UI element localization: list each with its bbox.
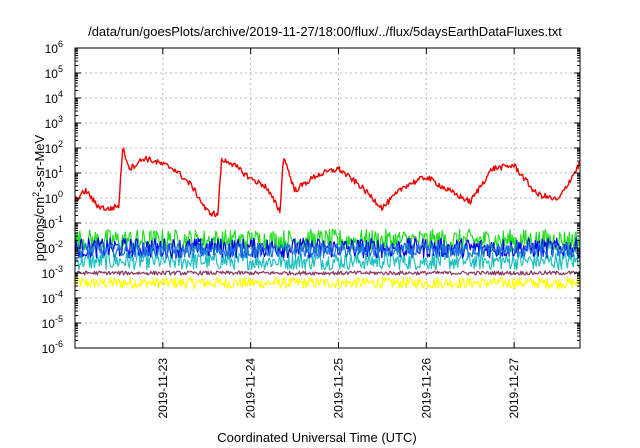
plot-area bbox=[75, 147, 580, 289]
y-tick-label: 101 bbox=[45, 164, 63, 181]
plot-frame bbox=[74, 47, 581, 349]
y-axis-label-base: protons/cm bbox=[32, 197, 47, 261]
axes: 10-6 10-5 10-4 10-3 10-2 10-1 100 101 102 103 104 1… bbox=[42, 39, 581, 419]
y-tick-label: 10-6 bbox=[42, 339, 63, 356]
y-tick-label: 10-1 bbox=[42, 214, 63, 231]
series-line-5 bbox=[75, 270, 580, 276]
series-line-4 bbox=[75, 242, 580, 259]
y-tick-label: 103 bbox=[45, 114, 63, 131]
series-line-2 bbox=[75, 228, 580, 253]
x-tick-label: 2019-11-23 bbox=[156, 358, 170, 419]
y-tick-label: 100 bbox=[45, 189, 63, 206]
x-tick-label: 2019-11-26 bbox=[419, 358, 433, 419]
y-tick-label: 10-3 bbox=[42, 264, 63, 281]
y-tick-label: 104 bbox=[45, 89, 63, 106]
x-tick-label: 2019-11-25 bbox=[331, 358, 345, 419]
y-tick-label: 105 bbox=[45, 64, 63, 81]
y-tick-label: 102 bbox=[45, 139, 63, 156]
y-tick-label: 10-2 bbox=[42, 239, 63, 256]
y-tick-label: 10-4 bbox=[42, 289, 63, 306]
y-tick-label: 106 bbox=[45, 39, 63, 56]
grid-lines bbox=[75, 48, 580, 348]
series-line-6 bbox=[75, 147, 580, 218]
y-axis-label-rest: -s-sr-MeV bbox=[32, 134, 47, 191]
y-tick-label: 10-5 bbox=[42, 314, 63, 331]
x-tick-label: 2019-11-24 bbox=[244, 358, 258, 419]
x-axis-label: Coordinated Universal Time (UTC) bbox=[217, 430, 416, 445]
y-axis-label: protons/cm2-s-sr-MeV bbox=[31, 134, 47, 261]
series-line-1 bbox=[75, 251, 580, 271]
y-axis-label-sup: 2 bbox=[31, 192, 41, 197]
series-line-0 bbox=[75, 276, 580, 289]
chart-title: /data/run/goesPlots/archive/2019-11-27/1… bbox=[88, 24, 562, 39]
x-tick-label: 2019-11-27 bbox=[507, 358, 521, 419]
